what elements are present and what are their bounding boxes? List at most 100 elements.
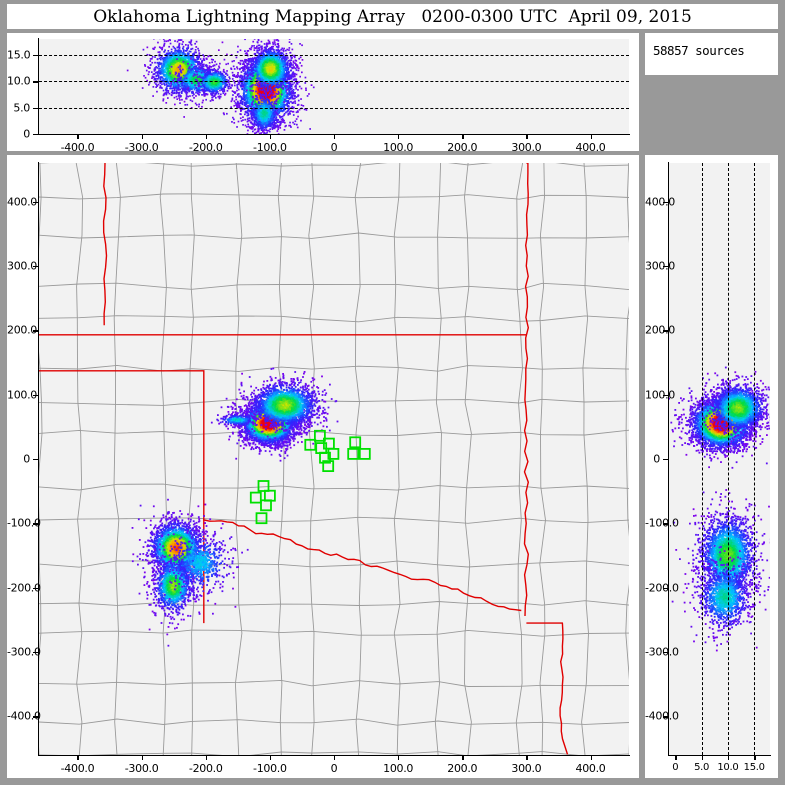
vertical-gridline [754,163,756,755]
y-tick-label: 400.0 [645,195,675,208]
y-tick-label: -100.0 [645,517,679,530]
x-tick-label: 15.0 [744,762,765,773]
y-tick-label: 300.0 [7,259,37,272]
y-tick-label: 0 [645,453,660,466]
x-tick-label: 0 [331,762,338,775]
y-tick-label: 200.0 [645,324,675,337]
y-tick [33,716,39,718]
x-tick [398,134,400,139]
x-tick [269,134,272,139]
x-tick [701,755,703,760]
x-tick-label: -400.0 [61,141,95,154]
y-tick [33,523,39,525]
y-tick [33,107,39,109]
x-tick [590,134,592,139]
x-tick [334,755,336,760]
y-tick-label: 400.0 [7,195,37,208]
y-tick [33,587,39,589]
y-tick [663,587,669,589]
source-count-box: 58857 sources [645,33,778,75]
x-tick [398,755,400,760]
lma-station-markers [249,429,371,525]
y-tick-label: 100.0 [645,388,675,401]
x-tick-label: -300.0 [125,141,159,154]
y-tick-label: -300.0 [7,646,41,659]
x-tick-label: -100.0 [253,762,287,775]
altitude-vs-east-west-panel: -400.0 -300.0 -200.0 -100.0 0 100.0 200.0 300.0… [7,33,639,154]
x-tick-label: -100.0 [253,141,287,154]
x-tick-label: 0 [672,762,678,773]
y-tick-label: 300.0 [645,259,675,272]
x-tick [526,755,528,760]
y-tick-label: -200.0 [7,581,41,594]
x-tick-label: -200.0 [189,762,223,775]
y-tick [663,265,669,268]
y-tick-label: 0 [7,128,30,141]
ns-altitude-plot-area[interactable] [669,163,770,755]
x-tick-label: 100.0 [383,762,413,775]
y-tick-label: -400.0 [7,710,41,723]
vertical-gridline [701,163,703,755]
y-tick [663,459,669,461]
y-tick [663,330,669,332]
vertical-gridline [727,163,729,755]
x-tick [205,134,208,139]
x-tick [727,755,730,760]
x-tick [754,755,756,760]
y-tick-label: -300.0 [645,646,679,659]
source-count-label: 58857 sources [653,43,745,58]
x-tick [269,755,272,760]
y-tick [33,134,39,136]
y-tick-label: 100.0 [7,388,37,401]
x-tick [205,755,208,760]
y-tick [663,716,669,718]
y-tick [33,459,39,461]
x-tick [141,755,143,760]
x-tick-label: 200.0 [447,762,477,775]
x-tick-label: 10.0 [717,762,738,773]
x-tick [590,755,592,760]
y-tick [33,330,39,332]
x-tick-label: 200.0 [447,141,477,154]
y-tick-label: 5.0 [7,101,30,114]
y-tick-label: -200.0 [645,581,679,594]
x-tick [77,755,79,760]
y-tick [33,54,39,57]
x-axis-line [668,755,771,757]
x-tick [334,134,336,139]
y-tick-label: 200.0 [7,324,37,337]
map-sources [131,367,339,647]
x-tick-label: 300.0 [511,762,541,775]
x-tick-label: 300.0 [511,141,541,154]
north-south-vs-altitude-panel: 0 5.0 10.0 15.0 400.0 300.0 200.0 100.0 0 -100.0 -… [645,155,778,778]
x-tick-label: -200.0 [189,141,223,154]
y-tick [33,265,39,268]
y-tick [663,394,669,396]
horizontal-gridline [39,81,629,83]
x-tick [526,134,528,139]
y-tick [663,652,669,654]
y-tick [33,201,39,203]
x-tick-label: 400.0 [576,141,606,154]
title-bar: Oklahoma Lightning Mapping Array 0200-03… [7,4,778,29]
y-tick-label: -400.0 [645,710,679,723]
y-tick-label: 0 [7,453,30,466]
x-tick [462,755,464,760]
ns-altitude-sources [669,366,770,652]
x-tick-label: 400.0 [576,762,606,775]
x-tick-label: -300.0 [125,762,159,775]
y-tick [663,523,669,525]
y-tick [33,652,39,654]
page-title: Oklahoma Lightning Mapping Array 0200-03… [93,7,692,27]
y-tick [33,394,39,396]
y-tick [33,81,39,83]
x-tick-label: -400.0 [61,762,95,775]
altitude-ew-sources [126,39,315,134]
x-tick [462,134,464,139]
y-axis-line [38,38,40,135]
plan-view-map-panel: -400.0 -300.0 -200.0 -100.0 0 100.0 200.0 300.0… [7,155,639,778]
x-tick [675,755,677,760]
x-tick-label: 5.0 [694,762,709,773]
y-tick-label: -100.0 [7,517,41,530]
